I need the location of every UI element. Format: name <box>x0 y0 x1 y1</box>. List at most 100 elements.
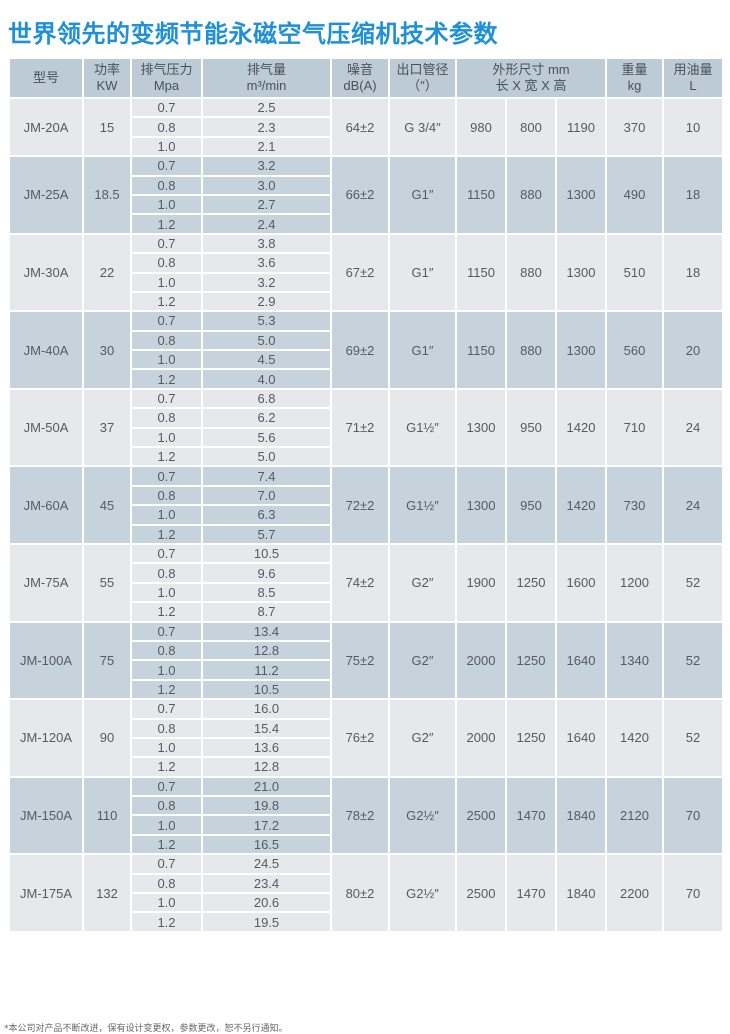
weight-cell: 560 <box>605 310 665 390</box>
outlet-cell: G 3/4″ <box>388 96 457 158</box>
table-row: 0.8 15.4 <box>9 717 723 739</box>
pressure-cell: 1.2 <box>130 911 203 933</box>
flow-cell: 2.3 <box>201 116 332 138</box>
table-row: 0.8 12.8 <box>9 639 723 662</box>
pressure-cell: 1.0 <box>130 736 203 759</box>
width-cell: 880 <box>505 310 557 390</box>
table-row: 1.0 6.3 <box>9 504 723 526</box>
length-cell: 980 <box>455 96 507 158</box>
flow-cell: 5.0 <box>201 446 332 468</box>
table-row: 0.8 9.6 <box>9 562 723 584</box>
flow-cell: 3.2 <box>201 271 332 293</box>
power-cell: 55 <box>82 542 132 623</box>
table-row: 1.0 4.5 <box>9 349 723 371</box>
pressure-cell: 0.7 <box>130 698 203 720</box>
flow-cell: 4.0 <box>201 368 332 390</box>
model-cell: JM-75A <box>8 542 84 623</box>
pressure-cell: 1.2 <box>130 756 203 778</box>
header-flow: 排气量 m³/min <box>201 57 332 99</box>
noise-cell: 75±2 <box>330 620 390 701</box>
header-dimensions: 外形尺寸 mm 长 X 宽 X 高 <box>454 57 608 99</box>
table-row: JM-175A 132 0.7 24.5 80±2 G2½″ 2500 1470 1840 220… <box>8 853 725 933</box>
width-cell: 800 <box>505 96 557 158</box>
table-row: 1.2 16.5 <box>9 833 723 856</box>
oil-cell: 24 <box>662 387 725 468</box>
table-row: 1.2 2.4 <box>9 213 723 235</box>
flow-cell: 2.4 <box>201 213 332 235</box>
noise-cell: 72±2 <box>330 465 390 545</box>
oil-cell: 52 <box>662 620 725 701</box>
height-cell: 1300 <box>554 232 608 313</box>
table-row: 0.8 5.0 <box>9 329 723 352</box>
table-row: 1.0 20.6 <box>9 891 723 914</box>
length-cell: 1150 <box>455 155 507 235</box>
power-cell: 37 <box>82 387 132 468</box>
outlet-cell: G2½″ <box>388 775 457 856</box>
flow-cell: 7.4 <box>201 465 332 487</box>
table-row: 1.2 5.0 <box>9 446 723 468</box>
height-cell: 1840 <box>554 853 608 933</box>
oil-cell: 70 <box>662 775 725 856</box>
pressure-cell: 1.2 <box>130 523 203 546</box>
flow-cell: 16.0 <box>201 698 332 720</box>
outlet-cell: G2″ <box>388 698 457 778</box>
power-cell: 15 <box>82 96 132 158</box>
model-cell: JM-30A <box>8 232 84 313</box>
pressure-cell: 0.8 <box>130 872 203 895</box>
pressure-cell: 0.8 <box>130 252 203 274</box>
table-row: JM-30A 22 0.7 3.8 67±2 G1″ 1150 880 1300 510 18 <box>8 232 725 313</box>
pressure-cell: 1.2 <box>130 368 203 390</box>
power-cell: 110 <box>82 775 132 856</box>
length-cell: 1150 <box>455 232 507 313</box>
length-cell: 1900 <box>455 542 507 623</box>
pressure-cell: 0.8 <box>130 174 203 196</box>
power-cell: 45 <box>82 465 132 545</box>
header-pressure: 排气压力 Mpa <box>130 57 203 99</box>
table-row: 1.0 11.2 <box>9 659 723 681</box>
outlet-cell: G2″ <box>388 542 457 623</box>
weight-cell: 1340 <box>605 620 665 701</box>
pressure-cell: 0.7 <box>130 310 203 332</box>
table-row: JM-150A 110 0.7 21.0 78±2 G2½″ 2500 1470 1840 212… <box>8 775 725 856</box>
outlet-cell: G1½″ <box>388 465 457 545</box>
height-cell: 1300 <box>554 310 608 390</box>
weight-cell: 1200 <box>605 542 665 623</box>
outlet-cell: G1½″ <box>388 387 457 468</box>
table-row: 1.0 2.7 <box>9 193 723 216</box>
table-row: 1.2 19.5 <box>9 911 723 933</box>
model-cell: JM-120A <box>8 698 84 778</box>
width-cell: 1470 <box>505 775 557 856</box>
pressure-cell: 1.2 <box>130 678 203 701</box>
header-oil: 用油量 L <box>662 57 725 99</box>
outlet-cell: G2″ <box>388 620 457 701</box>
pressure-cell: 0.8 <box>130 484 203 507</box>
header-weight: 重量 kg <box>605 57 665 99</box>
pressure-cell: 0.7 <box>130 853 203 875</box>
spec-table: 型号 功率 KW 排气压力 Mpa 排气量 m³/min 噪音 dB(A) 出口管径 （″… <box>8 57 725 933</box>
pressure-cell: 0.7 <box>130 775 203 798</box>
table-row: 1.2 2.9 <box>9 290 723 313</box>
table-row: JM-20A 15 0.7 2.5 64±2 G 3/4″ 980 800 1190 370 10 <box>8 96 725 158</box>
flow-cell: 5.3 <box>201 310 332 332</box>
noise-cell: 80±2 <box>330 853 390 933</box>
noise-cell: 76±2 <box>330 698 390 778</box>
flow-cell: 6.2 <box>201 407 332 429</box>
flow-cell: 4.5 <box>201 349 332 371</box>
pressure-cell: 1.2 <box>130 213 203 235</box>
pressure-cell: 0.7 <box>130 542 203 565</box>
flow-cell: 9.6 <box>201 562 332 584</box>
pressure-cell: 0.7 <box>130 96 203 119</box>
length-cell: 1300 <box>455 465 507 545</box>
power-cell: 18.5 <box>82 155 132 235</box>
pressure-cell: 1.0 <box>130 426 203 449</box>
table-row: 1.0 13.6 <box>9 736 723 759</box>
noise-cell: 67±2 <box>330 232 390 313</box>
noise-cell: 71±2 <box>330 387 390 468</box>
header-outlet: 出口管径 （″） <box>388 57 457 99</box>
height-cell: 1640 <box>554 620 608 701</box>
width-cell: 880 <box>505 232 557 313</box>
flow-cell: 13.6 <box>201 736 332 759</box>
table-row: 1.0 2.1 <box>9 135 723 158</box>
height-cell: 1300 <box>554 155 608 235</box>
power-cell: 30 <box>82 310 132 390</box>
